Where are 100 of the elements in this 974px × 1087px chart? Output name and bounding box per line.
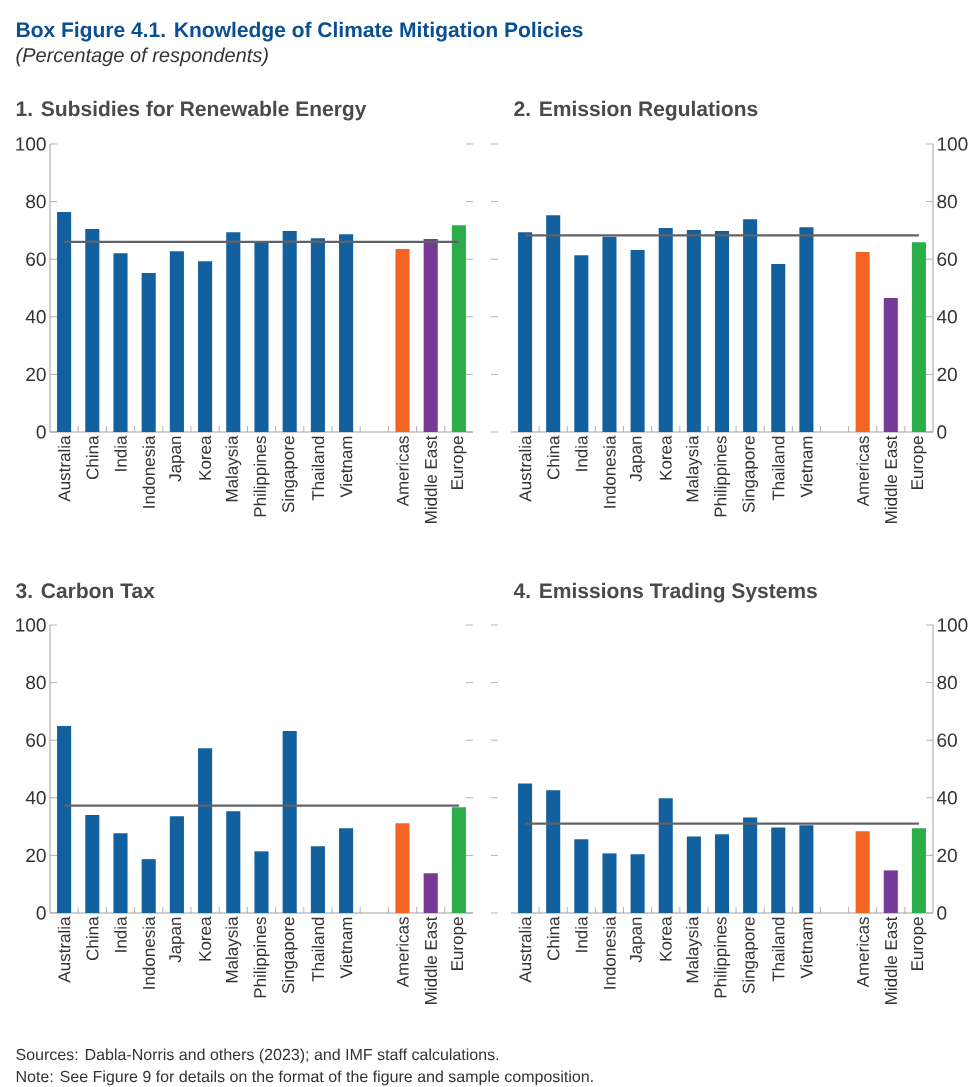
x-tick-label: Europe: [451, 436, 467, 489]
bar: [630, 249, 645, 432]
x-tick-label: China: [546, 435, 560, 480]
x-tick-label: China: [86, 916, 99, 961]
bar: [254, 851, 269, 913]
x-tick-label: Vietnam: [339, 917, 353, 979]
bar: [169, 816, 184, 913]
x-tick-label: Americas: [396, 917, 409, 988]
bar: [714, 834, 730, 913]
y2-tick-label: 100: [937, 618, 968, 632]
x-tick-label: Philippines: [714, 917, 730, 998]
y2-tick-label: 60: [937, 252, 957, 266]
bar: [546, 215, 561, 432]
x-tick-label: Singapore: [742, 436, 759, 513]
chart-title: 1. Subsidies for Renewable Energy: [16, 100, 367, 121]
x-tick-label: Malaysia: [225, 435, 242, 502]
bar: [799, 825, 814, 913]
bar: [602, 853, 617, 913]
y-tick-label: 40: [25, 791, 46, 805]
bar: [574, 839, 589, 913]
bar: [226, 811, 241, 913]
bar: [658, 228, 673, 432]
bar: [518, 783, 533, 913]
y-tick-label: 20: [26, 367, 46, 382]
x-tick-label: Vietnam: [800, 917, 813, 979]
x-tick-label: Thailand: [772, 917, 785, 982]
bar: [113, 833, 128, 913]
y-tick-label: 60: [26, 252, 46, 266]
bar: [630, 854, 645, 913]
x-tick-label: Malaysia: [685, 435, 702, 502]
x-tick-label: India: [114, 435, 127, 471]
x-tick-label: Australia: [518, 435, 532, 502]
x-tick-label: Indonesia: [603, 435, 616, 508]
y2-tick-label: 80: [937, 194, 957, 209]
x-tick-label: Korea: [659, 435, 672, 480]
x-tick-label: Japan: [629, 436, 646, 482]
y2-tick-label: 40: [936, 791, 957, 805]
bar: [658, 798, 673, 913]
x-tick-label: Malaysia: [685, 916, 702, 983]
x-tick-label: Korea: [659, 916, 672, 961]
bar: [883, 298, 898, 432]
x-tick-label: Australia: [57, 435, 71, 502]
bar: [855, 252, 870, 432]
bar: [395, 823, 410, 913]
bar: [883, 870, 898, 913]
y2-tick-label: 20: [937, 367, 957, 382]
y-tick-label: 80: [26, 194, 46, 209]
bar: [85, 815, 100, 913]
bar: [743, 817, 758, 913]
bar: [911, 828, 926, 913]
bar: [743, 219, 758, 432]
x-tick-label: Vietnam: [800, 436, 813, 498]
x-tick-label: Singapore: [281, 436, 298, 513]
x-tick-label: Philippines: [253, 436, 270, 517]
y-tick-label: 60: [26, 733, 46, 747]
bar: [686, 230, 701, 432]
bar: [518, 232, 533, 432]
x-tick-label: Thailand: [311, 436, 325, 501]
x-tick-label: Indonesia: [142, 435, 155, 508]
chart-title: 3. Carbon Tax: [16, 582, 155, 599]
x-tick-label: Korea: [199, 916, 212, 961]
x-tick-label: Australia: [57, 916, 71, 983]
y2-tick-label: 0: [937, 906, 947, 920]
text: Box Figure 4.1. Knowledge of Climate Mitigation Policies: [16, 21, 583, 42]
chart-title: 2. Emission Regulations: [514, 100, 758, 121]
x-tick-label: Vietnam: [339, 436, 353, 498]
x-tick-label: Indonesia: [603, 916, 616, 989]
y-tick-label: 100: [16, 137, 46, 151]
y2-tick-label: 80: [937, 675, 957, 690]
bar: [911, 242, 926, 432]
y2-tick-label: 100: [937, 137, 968, 151]
bar: [602, 236, 617, 432]
x-tick-label: India: [114, 916, 127, 952]
x-tick-label: Korea: [199, 435, 212, 480]
bar: [57, 726, 72, 913]
x-tick-label: Singapore: [281, 917, 298, 994]
bar: [310, 846, 325, 913]
text: Note: See Figure 9 for details on the format of the figure and sample composition.: [16, 1070, 593, 1086]
y2-tick-label: 20: [937, 848, 957, 863]
chart-title: 4. Emissions Trading Systems: [513, 582, 817, 603]
y-tick-label: 100: [16, 618, 46, 632]
y-tick-label: 0: [36, 425, 46, 439]
bar: [799, 227, 814, 432]
x-tick-label: Japan: [629, 917, 646, 963]
x-tick-label: Europe: [451, 917, 467, 970]
bar: [855, 831, 870, 913]
bar: [198, 748, 213, 913]
bar: [282, 730, 297, 913]
x-tick-label: India: [575, 916, 588, 952]
x-tick-label: Middle East: [884, 435, 898, 523]
x-tick-label: Americas: [856, 917, 869, 988]
bar: [771, 827, 786, 913]
bar: [546, 790, 561, 913]
x-tick-label: Japan: [169, 917, 185, 963]
y2-tick-label: 60: [937, 733, 957, 747]
x-tick-label: India: [575, 435, 588, 471]
y-tick-label: 0: [36, 906, 46, 920]
x-tick-label: Thailand: [772, 436, 785, 501]
bar: [141, 859, 156, 913]
x-tick-label: China: [86, 435, 99, 480]
